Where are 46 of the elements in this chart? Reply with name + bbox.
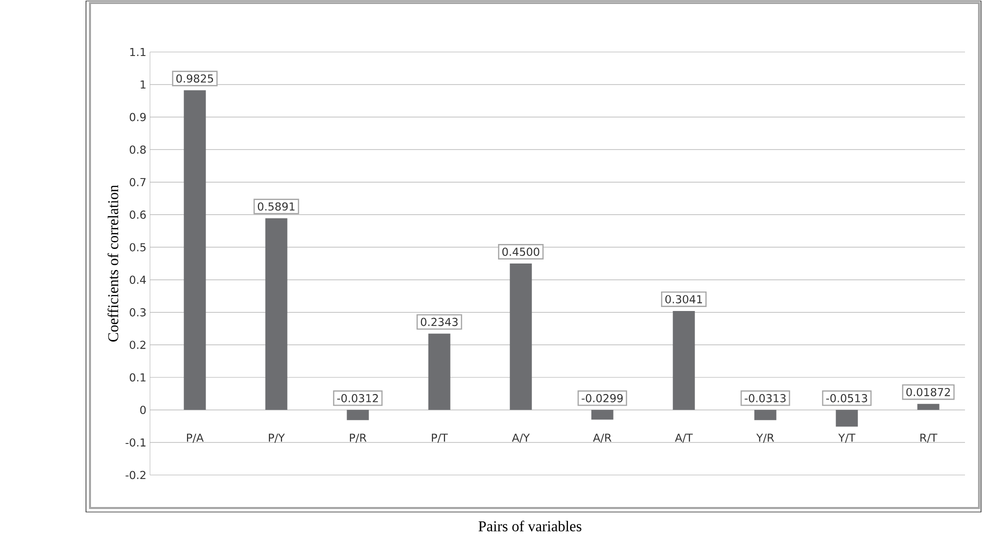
data-label: 0.4500 — [502, 248, 540, 256]
y-tick-label: 1 — [140, 80, 146, 89]
y-tick-label: 0.1 — [130, 373, 146, 382]
y-tick-label: 0.9 — [130, 112, 146, 122]
bar — [672, 310, 695, 410]
bar — [510, 263, 532, 410]
x-tick-label: Y/T — [838, 434, 856, 443]
bar — [428, 334, 450, 410]
bar — [754, 410, 776, 420]
y-tick-label: 0.7 — [130, 178, 146, 186]
data-label: -0.0312 — [337, 394, 378, 402]
data-label: -0.0313 — [744, 394, 786, 402]
bar — [184, 90, 206, 410]
y-tick-label: 1.1 — [130, 48, 146, 56]
data-label: 0.01872 — [906, 388, 950, 396]
x-tick-label: A/Y — [512, 434, 530, 443]
bar — [917, 404, 940, 410]
y-tick-label: 0.2 — [130, 340, 146, 349]
y-axis-title: Coefficients of correlation — [108, 185, 118, 342]
y-tick-label: 0.5 — [130, 243, 146, 252]
y-tick-label: 0.4 — [130, 276, 146, 284]
y-tick-label: 0.3 — [130, 308, 146, 316]
x-tick-label: P/A — [187, 434, 204, 443]
bar — [346, 410, 369, 420]
bar — [265, 218, 288, 410]
data-label: 0.3041 — [665, 295, 702, 304]
data-label: 0.9825 — [176, 74, 214, 83]
y-tick-label: 0.6 — [130, 210, 146, 219]
bar — [591, 410, 614, 420]
data-label: 0.2343 — [420, 318, 458, 326]
x-tick-label: P/Y — [268, 434, 285, 443]
y-tick-label: 0.8 — [130, 145, 146, 154]
data-label: 0.5891 — [258, 202, 294, 211]
y-tick-label: -0.1 — [126, 438, 146, 447]
data-label: -0.0299 — [582, 394, 623, 402]
x-tick-label: P/R — [350, 434, 366, 443]
x-tick-label: A/R — [593, 434, 612, 443]
y-tick-label: -0.2 — [126, 470, 146, 480]
x-tick-label: Y/R — [756, 434, 774, 443]
x-tick-label: P/T — [432, 434, 448, 443]
x-tick-label: R/T — [920, 434, 938, 443]
data-label: -0.0513 — [826, 394, 868, 402]
x-axis-title: Pairs of variables — [478, 520, 582, 532]
y-tick-label: 0 — [140, 406, 146, 414]
bar — [836, 410, 858, 427]
x-tick-label: A/T — [674, 434, 693, 443]
